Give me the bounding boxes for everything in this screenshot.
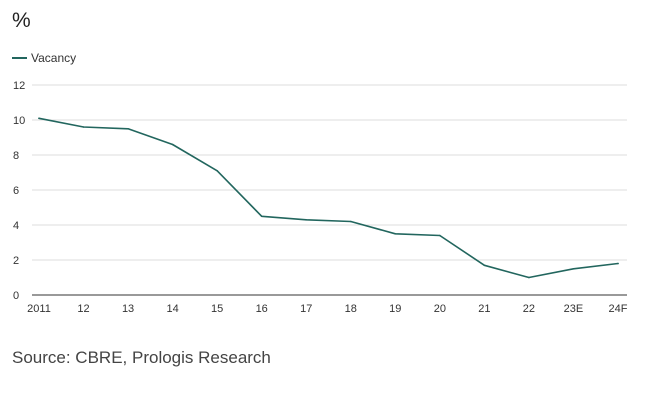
data-point [439, 234, 441, 237]
series-line-vacancy [38, 117, 619, 279]
x-tick-label: 13 [122, 303, 134, 315]
y-tick-label: 6 [13, 185, 19, 197]
x-axis-ticks: 2011 12 13 14 15 16 17 18 19 20 21 22 23E 24F [27, 303, 628, 315]
x-tick-label: 21 [478, 303, 490, 315]
y-tick-label: 8 [13, 150, 19, 162]
series-layer [38, 117, 619, 279]
x-tick-label: 17 [300, 303, 312, 315]
data-point [82, 126, 85, 128]
data-point [171, 143, 174, 146]
unit-label: % [12, 9, 31, 32]
y-tick-label: 10 [13, 115, 25, 127]
x-tick-label: 19 [389, 303, 401, 315]
x-tick-label: 16 [256, 303, 268, 315]
data-point [483, 264, 486, 267]
x-tick-label: 12 [77, 303, 89, 315]
data-point [127, 127, 129, 130]
y-axis-ticks: 0 2 4 6 8 10 12 [13, 80, 25, 302]
data-point [349, 220, 352, 223]
source-note: Source: CBRE, Prologis Research [12, 348, 271, 367]
y-tick-label: 4 [13, 220, 19, 232]
data-point [528, 276, 530, 279]
x-tick-label: 22 [523, 303, 535, 315]
data-point [260, 215, 263, 218]
y-tick-label: 0 [13, 290, 19, 302]
x-tick-label: 18 [345, 303, 357, 315]
data-point [216, 169, 218, 172]
data-point [305, 218, 308, 221]
x-tick-label: 24F [609, 303, 628, 315]
x-tick-label: 20 [434, 303, 446, 315]
x-tick-label: 2011 [27, 303, 51, 315]
x-tick-label: 14 [166, 303, 178, 315]
legend-label-vacancy: Vacancy [31, 51, 76, 65]
x-tick-label: 23E [564, 303, 584, 315]
x-tick-label: 15 [211, 303, 223, 315]
data-point [394, 232, 397, 235]
legend: Vacancy [12, 51, 76, 65]
data-point [572, 267, 575, 270]
gridlines [32, 84, 627, 261]
y-tick-label: 2 [13, 255, 19, 267]
y-tick-label: 12 [13, 80, 25, 92]
data-point [617, 262, 619, 265]
data-point [38, 117, 40, 120]
